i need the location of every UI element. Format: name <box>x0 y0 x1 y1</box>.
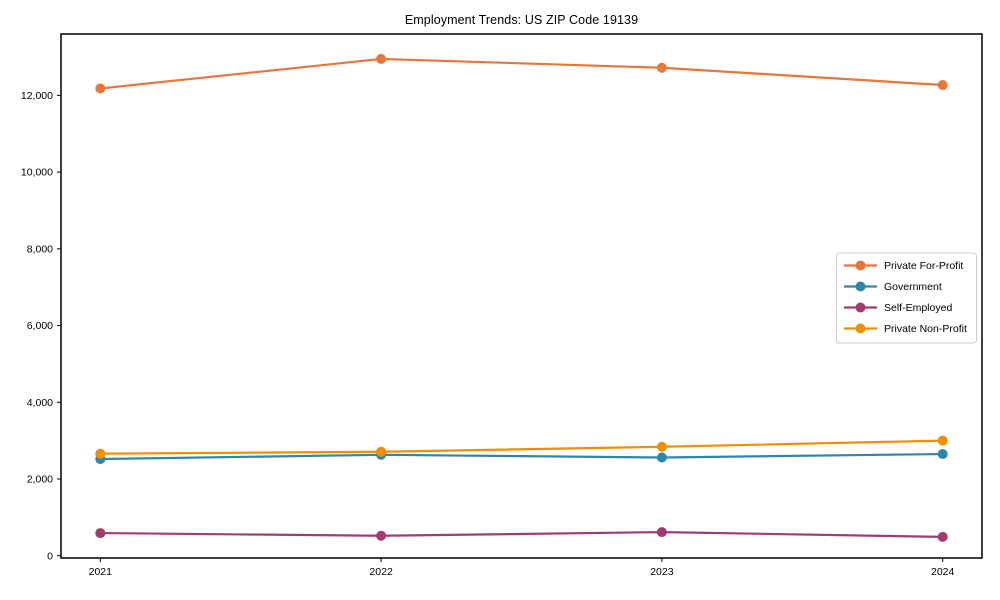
y-axis-tick-label: 8,000 <box>27 243 53 255</box>
legend-entry-label: Government <box>884 281 942 293</box>
data-point-government <box>937 449 948 460</box>
legend: Private For-Profit Government Self-Employe… <box>836 252 977 344</box>
legend-marker <box>855 281 866 292</box>
data-point-self-employed <box>656 527 667 538</box>
legend-marker <box>855 302 866 313</box>
data-point-private-for-profit <box>376 53 387 64</box>
x-axis-tick-label: 2024 <box>931 566 955 578</box>
legend-marker <box>855 323 866 334</box>
legend-entry-label: Private Non-Profit <box>884 323 967 335</box>
y-axis-tick-label: 10,000 <box>21 167 53 179</box>
series-line-self-employed <box>100 531 943 539</box>
data-point-government <box>656 452 667 463</box>
legend-entry-label: Private For-Profit <box>884 260 963 272</box>
data-point-private-non-profit <box>376 446 387 457</box>
y-axis-tick-label: 2,000 <box>27 474 53 486</box>
data-point-self-employed <box>937 531 948 542</box>
data-point-private-for-profit <box>95 83 106 94</box>
data-point-private-for-profit <box>937 80 948 91</box>
data-point-private-non-profit <box>95 448 106 459</box>
legend-entry-label: Self-Employed <box>884 302 952 314</box>
legend-marker <box>855 260 866 271</box>
y-axis-tick-label: 4,000 <box>27 397 53 409</box>
y-axis-tick-label: 0 <box>47 550 53 562</box>
series-line-private-for-profit <box>100 57 943 90</box>
data-point-self-employed <box>95 528 106 539</box>
data-point-private-non-profit <box>656 441 667 452</box>
data-point-private-for-profit <box>656 62 667 73</box>
series-line-private-non-profit <box>100 439 943 455</box>
y-axis-tick-label: 6,000 <box>27 320 53 332</box>
data-point-private-non-profit <box>937 435 948 446</box>
chart-title: Employment Trends: US ZIP Code 19139 <box>404 13 639 27</box>
data-point-self-employed <box>376 530 387 541</box>
y-axis-tick-label: 12,000 <box>21 90 53 102</box>
x-axis-tick-label: 2022 <box>369 566 393 578</box>
series-line-government <box>100 452 943 461</box>
x-axis-tick-label: 2023 <box>650 566 674 578</box>
x-axis-tick-label: 2021 <box>89 566 113 578</box>
plot-frame <box>60 33 983 559</box>
legend-box <box>836 252 977 344</box>
